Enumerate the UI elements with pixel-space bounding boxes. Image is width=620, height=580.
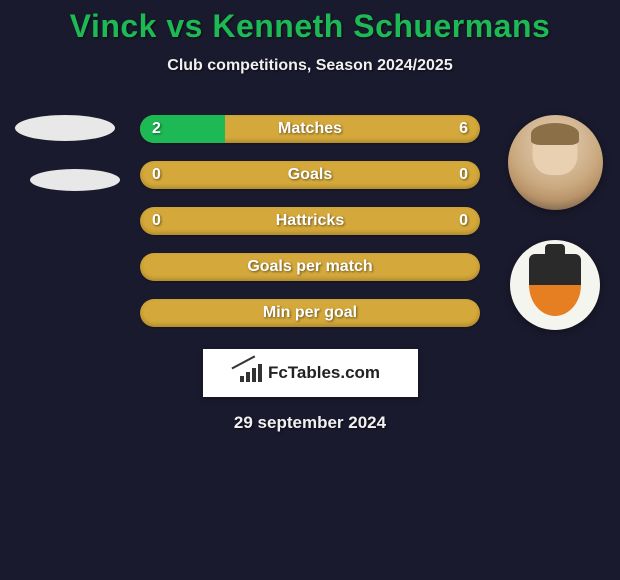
right-player-avatar bbox=[508, 115, 603, 210]
stat-bar-goals: 0 Goals 0 bbox=[140, 161, 480, 189]
right-player-column bbox=[500, 115, 610, 330]
brand-text: FcTables.com bbox=[268, 363, 380, 383]
stat-bars: 2 Matches 6 0 Goals 0 0 Hattricks 0 Goal… bbox=[140, 115, 480, 327]
stats-area: 2 Matches 6 0 Goals 0 0 Hattricks 0 Goal… bbox=[0, 115, 620, 433]
stat-bar-min-per-goal: Min per goal bbox=[140, 299, 480, 327]
stat-label: Min per goal bbox=[263, 304, 357, 322]
subtitle: Club competitions, Season 2024/2025 bbox=[0, 57, 620, 75]
stat-right-value: 0 bbox=[459, 212, 468, 230]
crown-icon bbox=[545, 244, 565, 256]
right-club-logo bbox=[510, 240, 600, 330]
stat-bar-matches: 2 Matches 6 bbox=[140, 115, 480, 143]
page-title: Vinck vs Kenneth Schuermans bbox=[0, 8, 620, 45]
brand-badge[interactable]: FcTables.com bbox=[203, 349, 418, 397]
bar-chart-icon bbox=[240, 364, 262, 382]
stat-bar-goals-per-match: Goals per match bbox=[140, 253, 480, 281]
stat-right-value: 6 bbox=[459, 120, 468, 138]
date-text: 29 september 2024 bbox=[0, 413, 620, 433]
left-player-avatar-placeholder bbox=[15, 115, 115, 141]
stat-left-value: 2 bbox=[152, 120, 161, 138]
club-shield-icon bbox=[529, 254, 581, 316]
stat-label: Hattricks bbox=[276, 212, 344, 230]
left-club-logo-placeholder bbox=[30, 169, 120, 191]
stat-label: Goals bbox=[288, 166, 332, 184]
stat-right-value: 0 bbox=[459, 166, 468, 184]
left-player-column bbox=[10, 115, 120, 191]
stat-bar-hattricks: 0 Hattricks 0 bbox=[140, 207, 480, 235]
stat-left-value: 0 bbox=[152, 166, 161, 184]
stat-label: Goals per match bbox=[247, 258, 372, 276]
stat-label: Matches bbox=[278, 120, 342, 138]
stat-left-value: 0 bbox=[152, 212, 161, 230]
